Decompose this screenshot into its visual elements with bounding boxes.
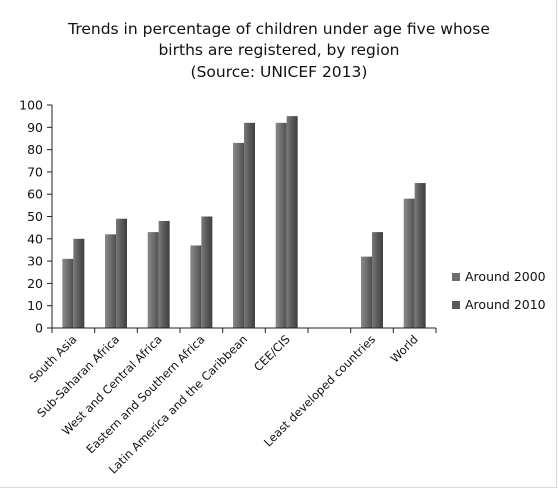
chart-subtitle-source: (Source: UNICEF 2013) — [190, 63, 368, 81]
y-tick-label: 60 — [27, 187, 43, 202]
legend-swatch — [452, 273, 460, 281]
chart-title-line-2: births are registered, by region — [158, 41, 400, 59]
y-tick-label: 90 — [27, 120, 43, 135]
bar-around-2010 — [73, 238, 85, 328]
bar-around-2000 — [147, 232, 159, 328]
y-tick-label: 100 — [19, 98, 43, 113]
legend-label: Around 2000 — [465, 269, 546, 284]
bar-around-2010 — [116, 218, 127, 328]
legend-swatch — [452, 301, 460, 309]
y-tick-label: 70 — [27, 164, 43, 179]
y-tick-label: 20 — [27, 276, 43, 291]
y-tick-label: 50 — [27, 209, 43, 224]
bar-around-2000 — [361, 256, 372, 328]
bar-around-2010 — [372, 232, 383, 328]
bar-around-2000 — [105, 234, 116, 328]
category-label: World — [388, 332, 421, 365]
y-tick-label: 10 — [27, 298, 43, 313]
y-tick-label: 30 — [27, 254, 43, 269]
bar-around-2010 — [201, 216, 213, 328]
bar-around-2010 — [286, 116, 298, 329]
bar-around-2000 — [275, 122, 287, 328]
bar-around-2000 — [190, 245, 202, 328]
bar-around-2010 — [244, 122, 255, 328]
y-tick-label: 80 — [27, 142, 43, 157]
y-tick-label: 40 — [27, 231, 43, 246]
legend-label: Around 2010 — [465, 297, 546, 312]
category-label: CEE/CIS — [251, 332, 293, 374]
bar-around-2000 — [62, 258, 74, 328]
chart-title-line-1: Trends in percentage of children under a… — [68, 20, 490, 38]
bar-around-2010 — [158, 220, 170, 328]
bar-around-2000 — [233, 142, 244, 328]
bar-around-2000 — [403, 198, 415, 328]
y-tick-label: 0 — [35, 321, 43, 336]
category-label: Sub-Saharan Africa — [34, 332, 122, 420]
bar-around-2010 — [414, 183, 426, 328]
